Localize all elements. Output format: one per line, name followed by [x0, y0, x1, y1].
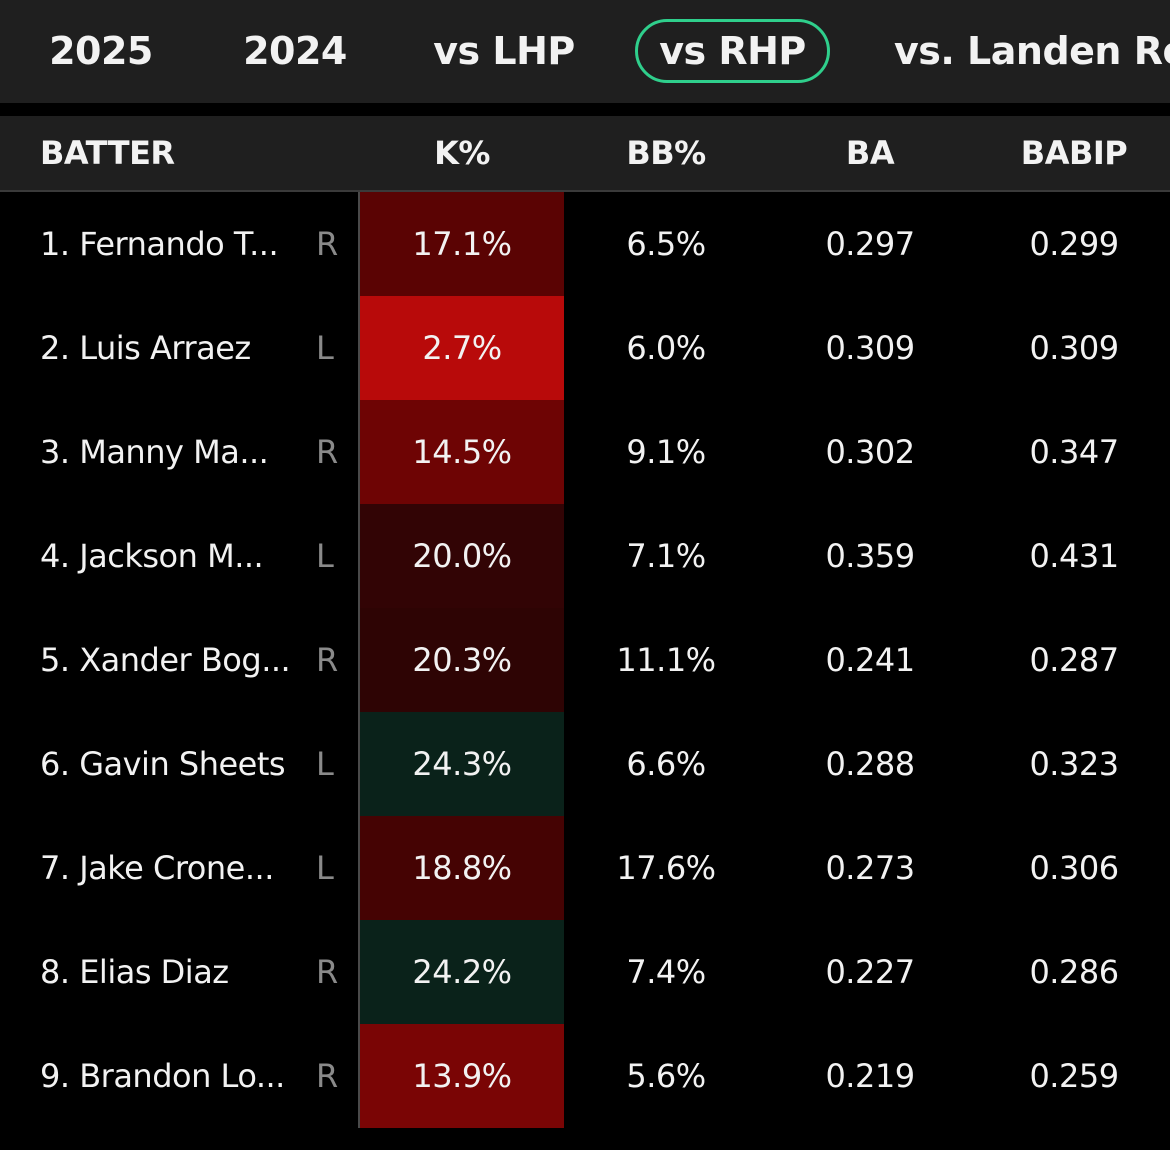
- k-pct-cell: 13.9%: [360, 1024, 564, 1128]
- ba-cell: 0.219: [825, 1057, 915, 1095]
- bb-pct-cell: 7.4%: [626, 953, 706, 991]
- batter-name: 3. Manny Ma...: [40, 433, 269, 471]
- babip-cell: 0.431: [1029, 537, 1119, 575]
- babip-cell: 0.286: [1029, 953, 1119, 991]
- k-pct-cell: 18.8%: [360, 816, 564, 920]
- babip-cell: 0.347: [1029, 433, 1119, 471]
- tab-vs-lhp[interactable]: vs LHP: [433, 29, 575, 73]
- table-row[interactable]: 2. Luis Arraez L 2.7% 6.0% 0.309 0.309: [0, 296, 1170, 400]
- tab-2025[interactable]: 2025: [49, 29, 153, 73]
- table-row[interactable]: 3. Manny Ma... R 14.5% 9.1% 0.302 0.347: [0, 400, 1170, 504]
- bb-pct-cell: 6.0%: [626, 329, 706, 367]
- bb-pct-cell: 11.1%: [616, 641, 716, 679]
- table-row[interactable]: 5. Xander Bog... R 20.3% 11.1% 0.241 0.287: [0, 608, 1170, 712]
- ba-cell: 0.227: [825, 953, 915, 991]
- ba-cell: 0.359: [825, 537, 915, 575]
- batter-name: 2. Luis Arraez: [40, 329, 251, 367]
- batter-hand: R: [316, 433, 338, 471]
- header-k-pct[interactable]: K%: [434, 134, 490, 172]
- k-pct-cell: 2.7%: [360, 296, 564, 400]
- bb-pct-cell: 5.6%: [626, 1057, 706, 1095]
- babip-cell: 0.309: [1029, 329, 1119, 367]
- ba-cell: 0.309: [825, 329, 915, 367]
- batter-hand: R: [316, 641, 338, 679]
- batter-name: 7. Jake Crone...: [40, 849, 274, 887]
- batter-name: 6. Gavin Sheets: [40, 745, 286, 783]
- batter-name: 4. Jackson M...: [40, 537, 264, 575]
- split-tab-bar: 2025 2024 vs LHP vs RHP vs. Landen Roupp: [0, 0, 1170, 103]
- k-pct-cell: 24.2%: [360, 920, 564, 1024]
- table-row[interactable]: 4. Jackson M... L 20.0% 7.1% 0.359 0.431: [0, 504, 1170, 608]
- header-ba[interactable]: BA: [845, 134, 895, 172]
- column-divider: [358, 192, 360, 1128]
- batter-name: 8. Elias Diaz: [40, 953, 229, 991]
- header-batter[interactable]: BATTER: [40, 134, 175, 172]
- batter-name: 1. Fernando T...: [40, 225, 279, 263]
- babip-cell: 0.259: [1029, 1057, 1119, 1095]
- table-header: BATTER K% BB% BA BABIP: [0, 116, 1170, 192]
- table-row[interactable]: 8. Elias Diaz R 24.2% 7.4% 0.227 0.286: [0, 920, 1170, 1024]
- babip-cell: 0.323: [1029, 745, 1119, 783]
- ba-cell: 0.297: [825, 225, 915, 263]
- batter-name: 9. Brandon Lo...: [40, 1057, 285, 1095]
- bb-pct-cell: 6.6%: [626, 745, 706, 783]
- table-row[interactable]: 6. Gavin Sheets L 24.3% 6.6% 0.288 0.323: [0, 712, 1170, 816]
- batter-hand: L: [316, 537, 334, 575]
- table-row[interactable]: 1. Fernando T... R 17.1% 6.5% 0.297 0.299: [0, 192, 1170, 296]
- k-pct-cell: 14.5%: [360, 400, 564, 504]
- k-pct-cell: 24.3%: [360, 712, 564, 816]
- bb-pct-cell: 7.1%: [626, 537, 706, 575]
- babip-cell: 0.299: [1029, 225, 1119, 263]
- k-pct-cell: 17.1%: [360, 192, 564, 296]
- tab-2024[interactable]: 2024: [243, 29, 347, 73]
- batter-hand: L: [316, 329, 334, 367]
- bb-pct-cell: 6.5%: [626, 225, 706, 263]
- ba-cell: 0.302: [825, 433, 915, 471]
- header-bb-pct[interactable]: BB%: [626, 134, 706, 172]
- batter-name: 5. Xander Bog...: [40, 641, 291, 679]
- bb-pct-cell: 9.1%: [626, 433, 706, 471]
- tab-vs-pitcher[interactable]: vs. Landen Roupp: [894, 29, 1170, 73]
- batter-hand: R: [316, 953, 338, 991]
- table-body: 1. Fernando T... R 17.1% 6.5% 0.297 0.299 2. L…: [0, 192, 1170, 1128]
- ba-cell: 0.273: [825, 849, 915, 887]
- batter-hand: L: [316, 745, 334, 783]
- header-babip[interactable]: BABIP: [1020, 134, 1128, 172]
- babip-cell: 0.306: [1029, 849, 1119, 887]
- table-row[interactable]: 9. Brandon Lo... R 13.9% 5.6% 0.219 0.259: [0, 1024, 1170, 1128]
- k-pct-cell: 20.3%: [360, 608, 564, 712]
- babip-cell: 0.287: [1029, 641, 1119, 679]
- batter-hand: R: [316, 1057, 338, 1095]
- tab-vs-rhp[interactable]: vs RHP: [635, 19, 830, 83]
- table-row[interactable]: 7. Jake Crone... L 18.8% 17.6% 0.273 0.306: [0, 816, 1170, 920]
- ba-cell: 0.241: [825, 641, 915, 679]
- k-pct-cell: 20.0%: [360, 504, 564, 608]
- batter-hand: R: [316, 225, 338, 263]
- batter-hand: L: [316, 849, 334, 887]
- ba-cell: 0.288: [825, 745, 915, 783]
- bb-pct-cell: 17.6%: [616, 849, 716, 887]
